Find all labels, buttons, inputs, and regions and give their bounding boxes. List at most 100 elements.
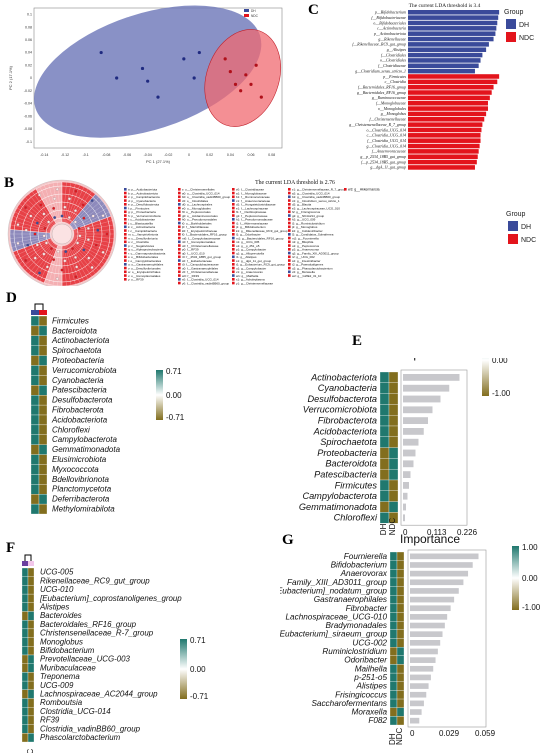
chart-title: The current LDA threshold is 3.4 [409,3,481,9]
clade-branch [71,229,114,234]
heatmap-cell [38,385,48,396]
heatmap-cell [21,611,29,621]
heatmap-cell [379,447,390,459]
importance-row-label: Anaerovorax [340,569,388,578]
heatmap-row-label: Muribaculaceae [40,663,96,672]
scatter-point-ndc [254,63,258,67]
heatmap-cell [38,325,48,336]
clade-label-swatch [124,233,127,236]
heatmap-cell [21,593,29,603]
clade-node [52,258,56,262]
heatmap-row-label: Lachnospiraceae_AC2044_group [40,690,158,699]
heatmap-cell [379,415,390,427]
extra-legend-swatch [344,188,347,191]
column-label: DH [379,523,388,535]
panel-label-c: C [308,2,319,18]
importance-bar [403,514,405,522]
panel-label-g: G [282,532,294,548]
clade-node [39,203,43,207]
y-tick-label: -0.04 [24,102,32,106]
clade-label-swatch [288,225,291,229]
clade-label: l1: g__Odoribacter [236,233,261,237]
heatmap-cell [30,444,40,455]
heatmap-cell [38,355,48,366]
heatmap-row-label: Campylobacterota [52,435,117,444]
lda-bar-label: g__dgA_11_gut_group [370,166,406,170]
clade-label: k1: g__Rikenellaceae_RC9_gut_group [236,229,288,233]
clade-label-swatch [178,266,181,270]
clade-label-swatch [232,188,235,191]
scatter-point-dh [182,57,186,61]
clade-node [74,209,77,213]
importance-row-label: Gastranaerophilales [314,595,387,604]
heatmap-cell [388,415,399,427]
heatmap-cell [38,424,48,435]
importance-bar [403,449,416,457]
heatmap-cell [38,335,48,346]
heatmap-row-label: Gemmatimonadota [52,445,121,454]
heatmap-cell [27,672,35,682]
clade-label: x: o__Izemoplasmatales [128,274,161,278]
clade-node [55,277,59,281]
heatmap-cell [38,434,48,445]
heatmap-cell [27,698,35,708]
y-tick-label: -0.02 [24,89,32,93]
heatmap-cell [27,593,35,603]
clade-branch [62,243,67,286]
column-label: NDC [395,727,404,745]
heatmap-cell [388,479,399,491]
heatmap-cell [396,629,405,639]
lda-bar [408,127,482,133]
lda-bar-label: g__Clostridia_UCG_014 [366,144,406,148]
lda-bar-label: c__Clostridia_UCG_014 [367,134,406,138]
heatmap-cell [27,567,35,577]
lda-bar [408,15,499,20]
heatmap-cell [27,654,35,664]
clade-node [24,206,27,209]
lda-bar-label: f__p_2534_18B5_gut_group [361,160,406,164]
scatter-point-ndc [244,73,248,77]
heatmap-cell [379,490,390,502]
clade-label: w: o__Erysipelotrichales [128,270,161,274]
lda-bar [408,122,483,127]
chart-title: The current LDA threshold is 2.76 [255,180,335,186]
heatmap-row-label: Treponema [40,672,80,681]
clade-label: i: c__Acidobacteriae [128,218,155,222]
clade-branch [10,224,53,233]
clade-label: s: o__Bifidobacteriales [128,255,159,259]
importance-bar [410,614,448,620]
clade-branch [68,240,99,271]
lda-bar [408,111,487,117]
heatmap-row-label: Myxococcota [52,465,99,474]
clade-label-swatch [124,225,127,229]
importance-row-label: UCG-002 [352,638,387,647]
clade-label: r0: f__2534_18B5_gut_group [182,255,221,259]
heatmap-cell [38,484,48,495]
heatmap-row-label: Planctomycetota [52,485,112,494]
clade-node [60,268,64,272]
clade-branch [71,224,114,233]
column-label: DH [388,733,397,745]
clade-label: k: c__Actinobacteria [128,225,155,229]
heatmap-cell [30,494,40,505]
clade-node [42,212,46,216]
group-bar-dh [22,561,28,566]
importance-row-label: Fibrobacterota [318,416,377,426]
clade-label-swatch [124,229,127,232]
legend-swatch-dh [244,9,249,12]
clade-branch [68,194,96,227]
importance-bar [403,384,450,392]
clade-label: o: c__Clostridia [128,240,149,244]
legend-swatch-ndc [506,32,516,42]
clade-label: r1: g__Alistipes [236,255,257,259]
legend-title: Group [506,211,526,218]
colorbar [156,370,163,420]
clade-node [24,259,27,262]
clade-node [105,232,109,236]
importance-row-label: Frisingicoccus [335,690,387,699]
clade-label: u1: g__Campylobacter [236,266,266,270]
clade-label: z1: g__Christensenellaceae_R_7_group [292,188,346,192]
heatmap-cell [396,664,405,674]
heatmap-cell [21,602,29,612]
clade-label-swatch [232,263,235,266]
